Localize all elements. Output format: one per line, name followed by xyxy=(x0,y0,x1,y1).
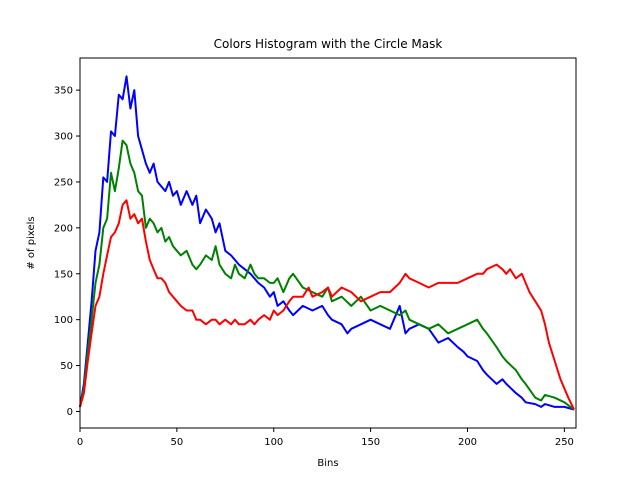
y-tick-label: 250 xyxy=(54,177,73,188)
x-tick-label: 150 xyxy=(361,437,380,448)
series-line-0 xyxy=(79,75,575,411)
y-tick-label: 300 xyxy=(54,132,73,143)
x-tick-label: 250 xyxy=(555,437,574,448)
x-axis-label: Bins xyxy=(317,458,338,469)
x-tick-label: 100 xyxy=(264,437,283,448)
y-tick-label: 0 xyxy=(67,407,73,418)
y-tick-label: 200 xyxy=(54,223,73,234)
y-tick-label: 350 xyxy=(54,86,73,97)
y-tick-label: 100 xyxy=(54,315,73,326)
x-tick-label: 200 xyxy=(458,437,477,448)
chart-title: Colors Histogram with the Circle Mask xyxy=(214,37,443,51)
plot-frame xyxy=(79,57,577,429)
y-axis-ticks: 0 50 100 150 200 250 300 350 xyxy=(54,86,80,418)
y-axis-label: # of pixels xyxy=(26,216,37,269)
y-tick-label: 50 xyxy=(60,361,73,372)
x-tick-label: 0 xyxy=(77,437,83,448)
series-line-2 xyxy=(79,199,575,411)
x-axis-ticks: 0 50 100 150 200 250 xyxy=(77,428,574,448)
plot-lines xyxy=(79,75,575,411)
y-tick-label: 150 xyxy=(54,269,73,280)
x-tick-label: 50 xyxy=(171,437,184,448)
series-line-1 xyxy=(79,139,575,411)
